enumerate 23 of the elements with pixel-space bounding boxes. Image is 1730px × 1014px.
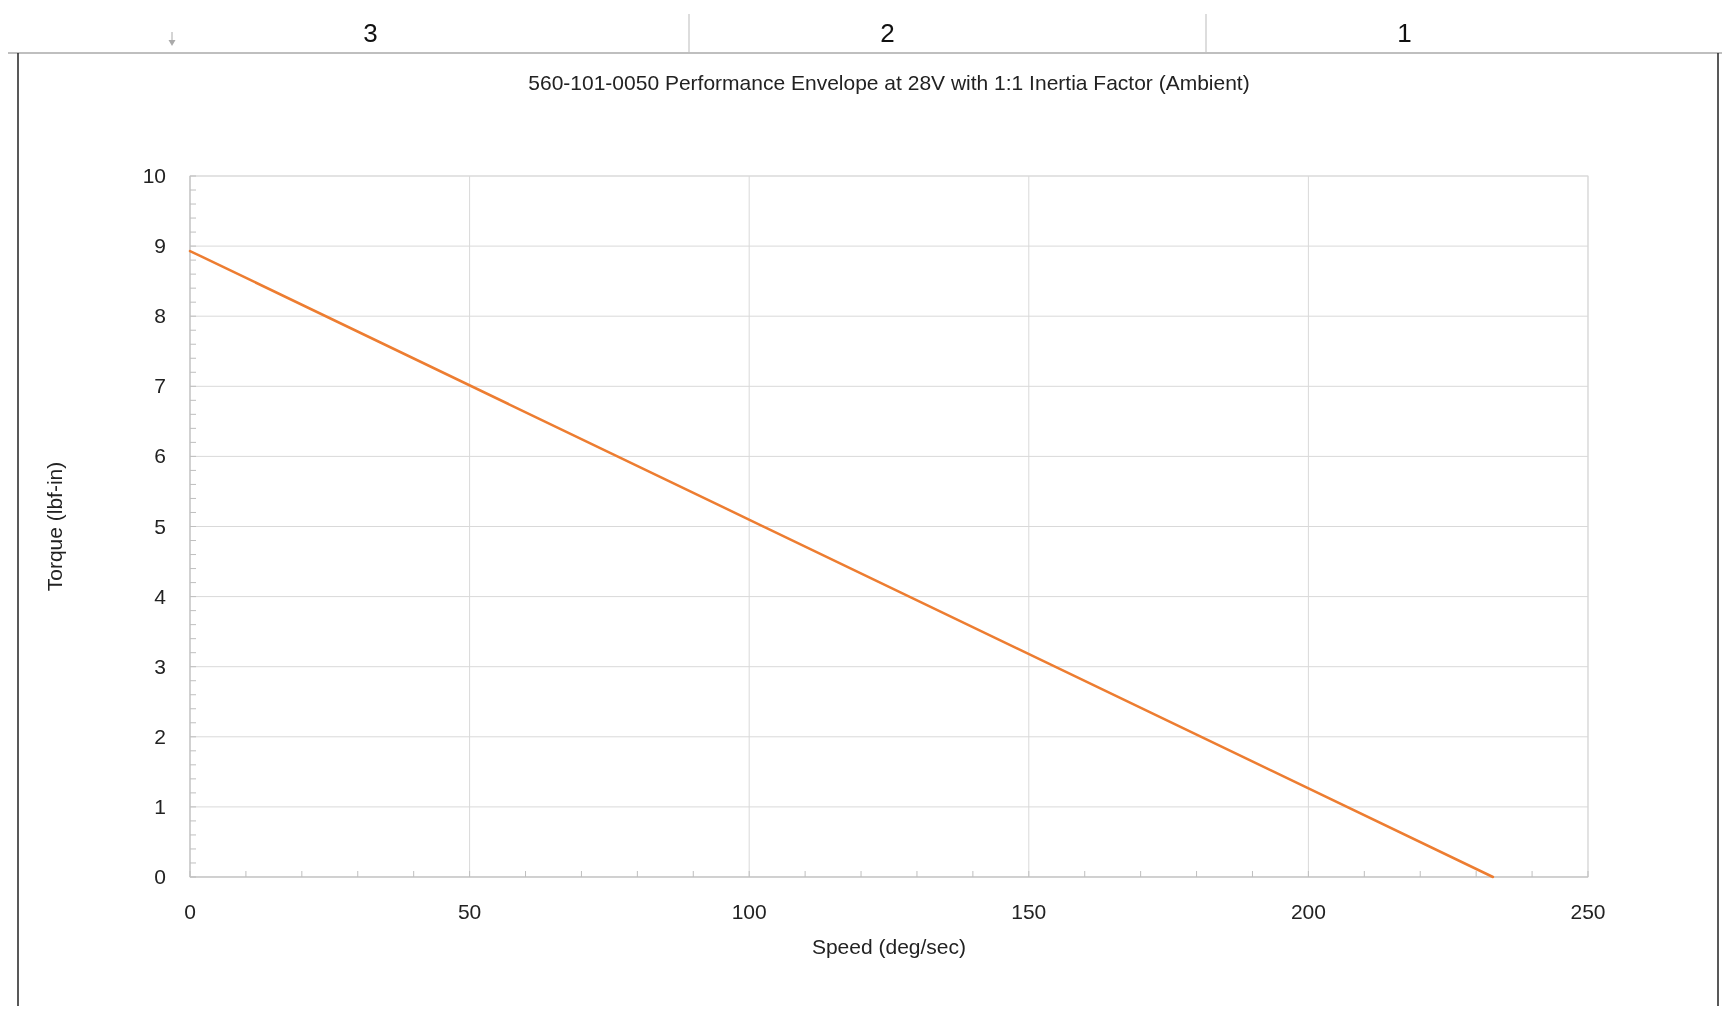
y-tick-label: 8 (154, 304, 166, 328)
x-tick-label: 50 (457, 900, 482, 923)
x-tick-label: 250 (1570, 900, 1606, 923)
y-tick-label: 5 (154, 514, 166, 538)
x-axis-title: Speed (deg/sec) (811, 935, 967, 958)
x-tick-label: 200 (1290, 900, 1326, 923)
y-tick-label: 0 (154, 865, 166, 888)
y-tick-label: 9 (154, 234, 166, 258)
text: 1 (1397, 18, 1412, 48)
y-tick-label: 1 (154, 794, 166, 818)
y-tick-label: 6 (154, 444, 166, 468)
y-tick-label: 7 (154, 374, 166, 398)
y-tick-label: 10 (142, 164, 166, 187)
text: 2 (880, 18, 895, 48)
x-tick-label: 0 (184, 900, 196, 923)
y-tick-label: 3 (154, 654, 166, 678)
y-tick-label: 4 (154, 584, 167, 608)
text: 3 (363, 18, 378, 48)
y-tick-label: 2 (154, 724, 166, 748)
x-tick-label: 150 (1011, 900, 1047, 923)
x-tick-label: 100 (731, 900, 767, 923)
chart-title: 560-101-0050 Performance Envelope at 28V with 1:1 Inertia Factor (Ambient) (528, 71, 1250, 94)
y-axis-title: Torque (lbf-in) (43, 461, 66, 592)
